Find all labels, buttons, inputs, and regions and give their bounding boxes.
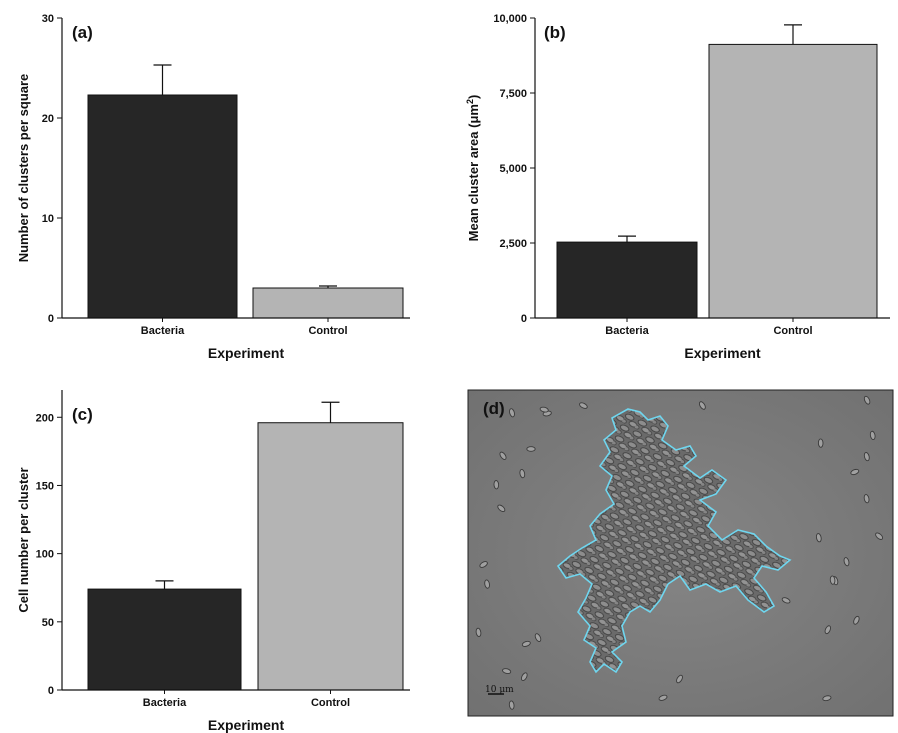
single-cell (509, 408, 515, 418)
single-cell (475, 627, 482, 638)
y-tick-label: 30 (42, 13, 54, 25)
y-tick-label: 50 (42, 617, 54, 629)
single-cell (519, 469, 526, 479)
panel-b-chart: Bacteria Control 0 2,500 5,000 7,500 10,000 Mea… (465, 13, 890, 361)
y-tick-label: 0 (48, 313, 54, 325)
single-cell (676, 674, 683, 684)
single-cell (863, 452, 870, 462)
single-cell (843, 557, 850, 567)
single-cell (698, 401, 706, 410)
y-tick-label: 5,000 (499, 163, 527, 175)
y-tick-label: 7,500 (499, 88, 527, 100)
single-cell (781, 597, 791, 604)
single-cell (520, 672, 528, 681)
y-tick-label: 10,000 (493, 13, 527, 25)
scattered-cells (475, 395, 884, 710)
single-cell (875, 532, 884, 540)
y-tick-label: 150 (36, 480, 54, 492)
bar-bacteria (556, 241, 698, 319)
x-axis-title: Experiment (208, 717, 285, 733)
y-axis-title: Number of clusters per square (16, 74, 31, 263)
single-cell (539, 406, 549, 413)
single-cell (658, 694, 668, 701)
y-tick-label: 200 (36, 412, 54, 424)
x-tick-label: Control (311, 697, 350, 709)
bar-control (257, 422, 404, 691)
single-cell (815, 533, 822, 543)
panel-label: (a) (72, 23, 93, 42)
y-axis-title: Mean cluster area (μm2) (465, 95, 481, 242)
x-tick-label: Bacteria (141, 325, 185, 337)
bar-control (708, 43, 878, 319)
single-cell (502, 668, 512, 675)
single-cell (579, 402, 588, 409)
x-tick-label: Bacteria (143, 697, 187, 709)
single-cell (484, 579, 490, 589)
bar-bacteria (87, 94, 238, 319)
single-cell (499, 451, 507, 460)
x-tick-label: Control (308, 325, 347, 337)
y-tick-label: 10 (42, 213, 54, 225)
single-cell (829, 575, 836, 585)
single-cell (850, 468, 860, 476)
panel-d-label: (d) (483, 399, 505, 418)
single-cell (521, 640, 531, 647)
panel-c-chart: Bacteria Control 0 50 100 150 200 Cell number p… (16, 390, 410, 733)
x-axis-title: Experiment (208, 345, 285, 361)
bar-control (252, 287, 404, 319)
y-axis-title-tail: ) (466, 95, 481, 99)
single-cell (479, 561, 488, 568)
single-cell (508, 700, 515, 710)
panel-label: (b) (544, 23, 566, 42)
x-tick-label: Bacteria (605, 325, 649, 337)
panel-label: (c) (72, 405, 93, 424)
bar-bacteria (87, 588, 242, 691)
scale-bar-label: 10 μm (485, 685, 514, 695)
single-cell (497, 504, 506, 513)
single-cell (863, 395, 871, 405)
single-cell (869, 430, 876, 440)
y-tick-label: 100 (36, 549, 54, 561)
x-axis-title: Experiment (684, 345, 761, 361)
panel-a-chart: Bacteria Control 0 10 20 30 Number of clusters… (16, 13, 410, 361)
y-tick-label: 0 (48, 685, 54, 697)
y-tick-label: 0 (521, 313, 527, 325)
single-cell (526, 446, 536, 452)
single-cell (853, 615, 860, 625)
y-axis-title: Cell number per cluster (16, 467, 31, 612)
y-tick-label: 2,500 (499, 238, 527, 250)
single-cell (824, 625, 831, 635)
panel-d-micrograph: (d) 10 μm (467, 389, 894, 717)
single-cell (822, 695, 832, 702)
cell-cluster-outline (556, 408, 792, 674)
y-axis-title-superscript: 2 (465, 99, 475, 104)
single-cell (534, 633, 542, 642)
single-cell (863, 494, 870, 504)
single-cell (817, 438, 824, 448)
x-tick-label: Control (773, 325, 812, 337)
y-tick-label: 20 (42, 113, 54, 125)
single-cell (493, 480, 500, 490)
